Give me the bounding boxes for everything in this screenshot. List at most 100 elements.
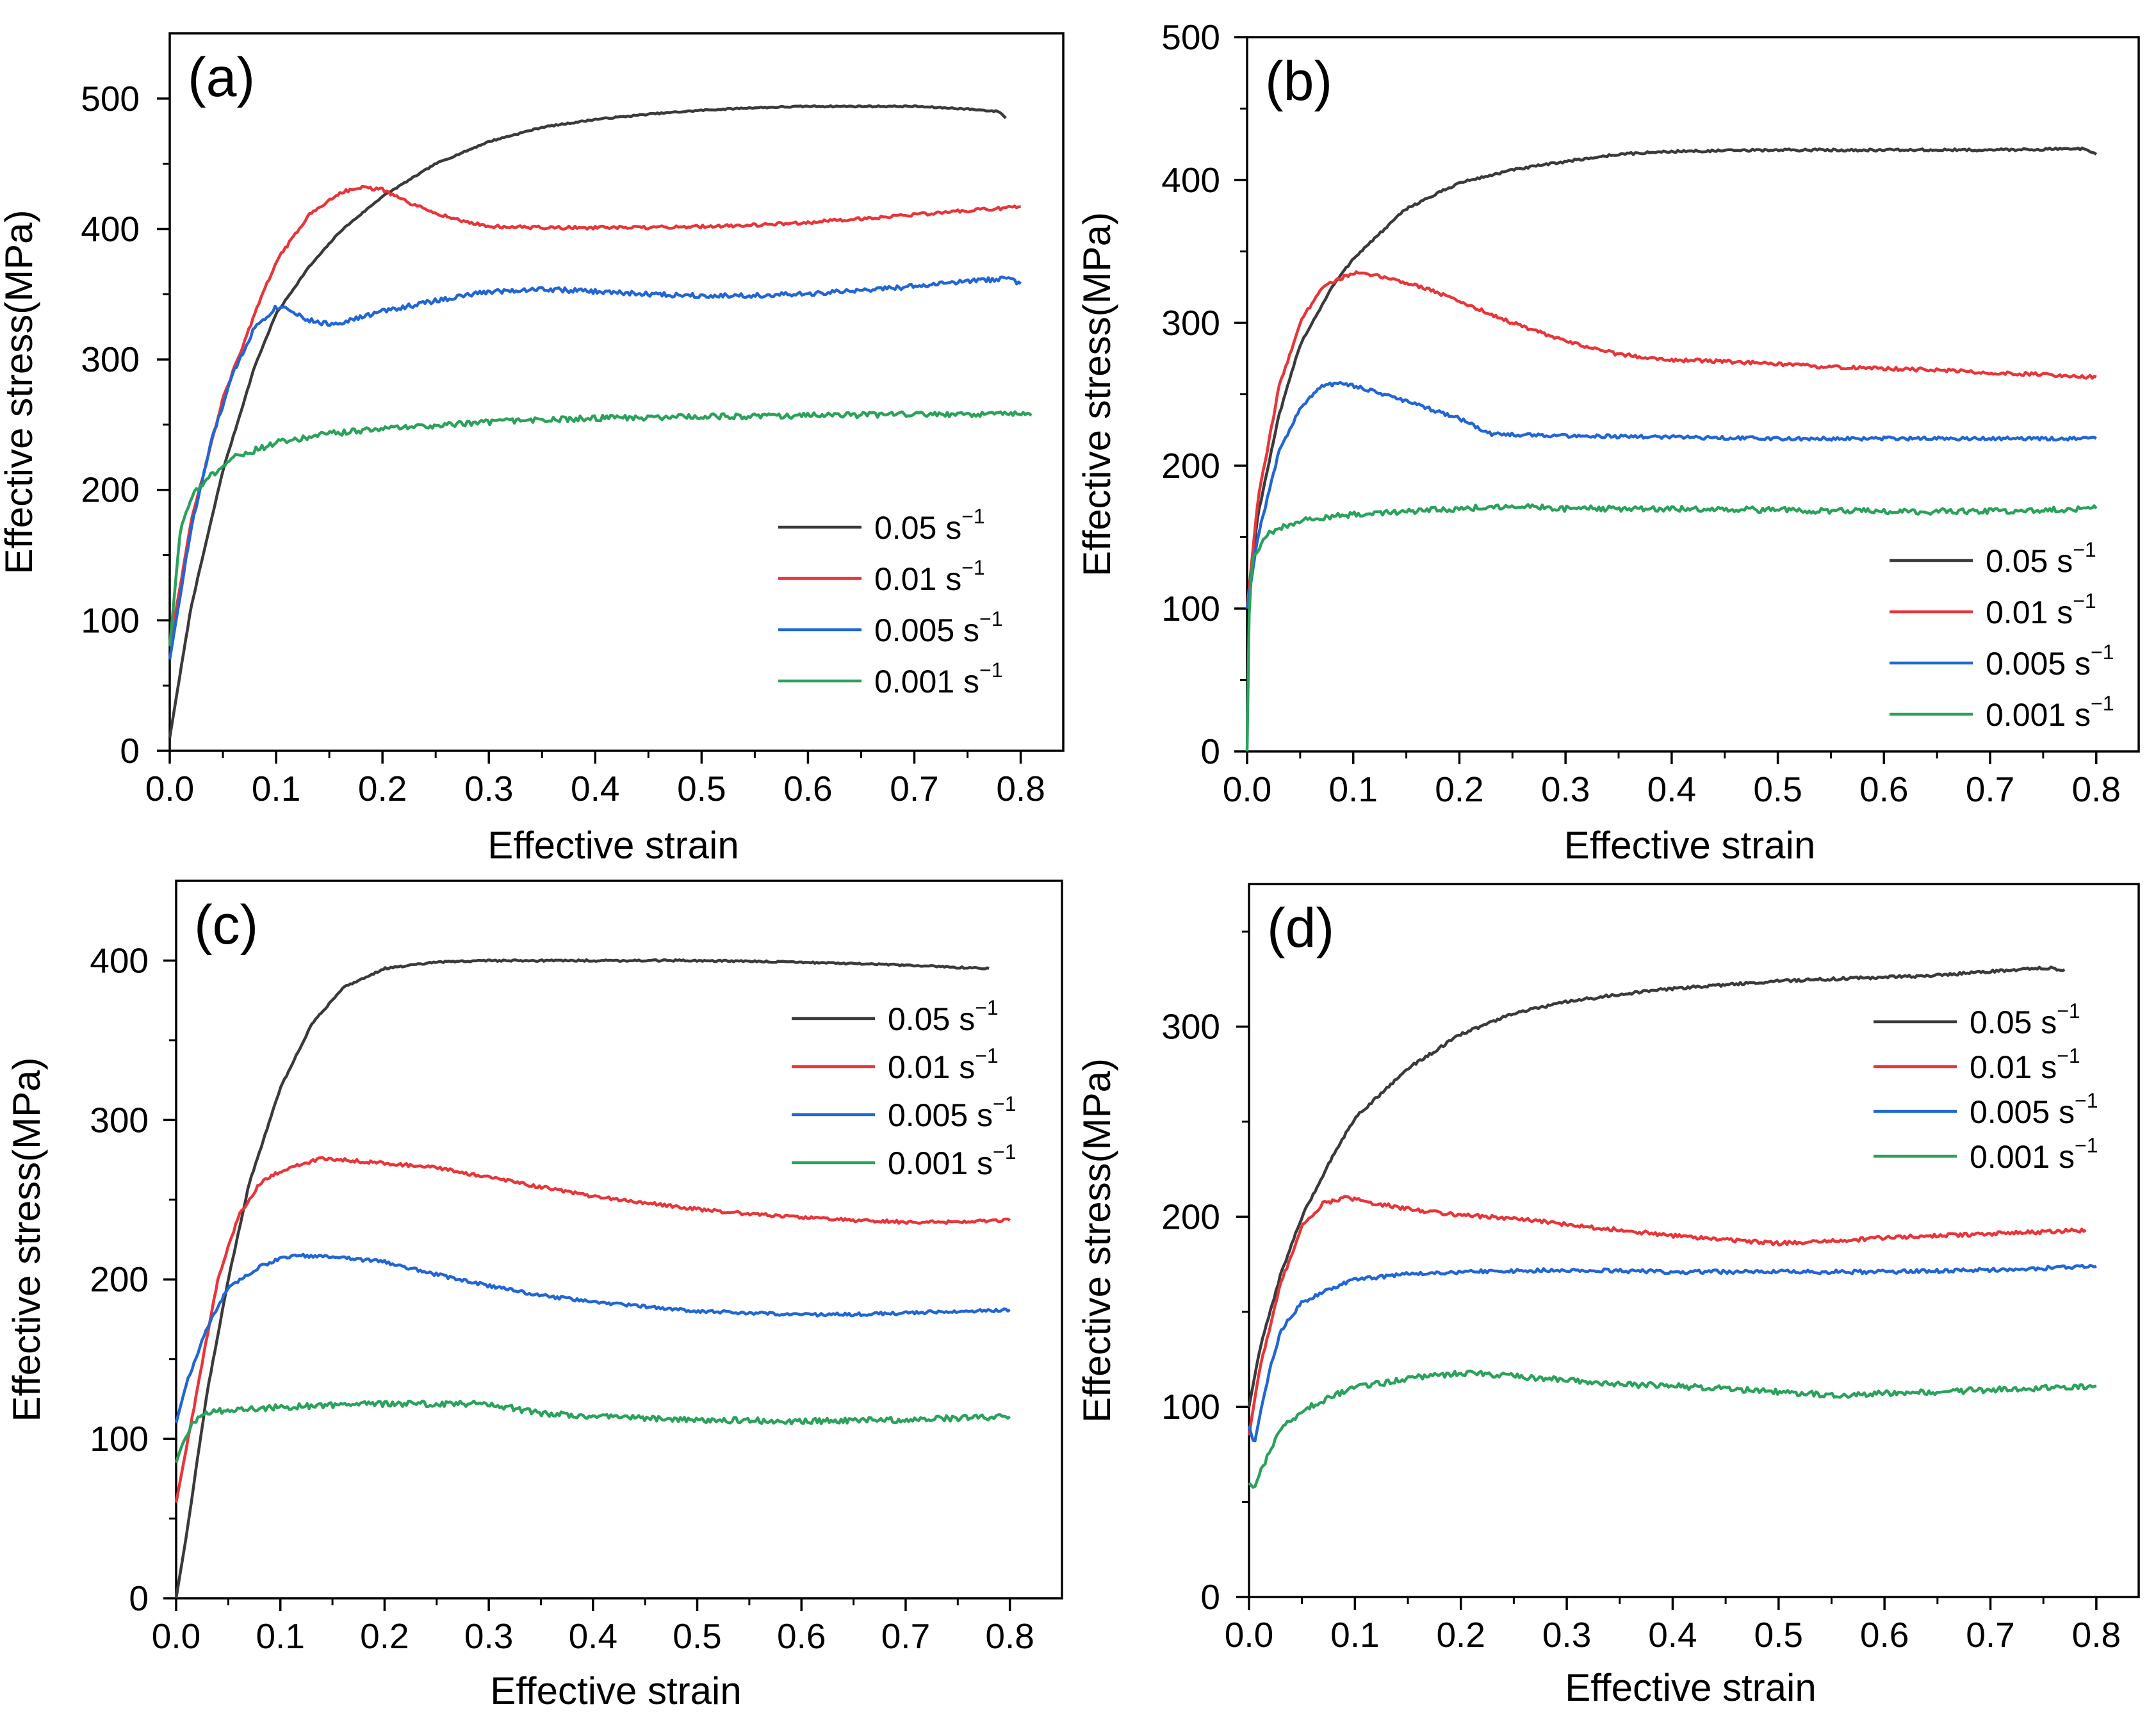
x-tick-label: 0.6 xyxy=(777,1616,826,1656)
panel-label: (c) xyxy=(194,894,258,956)
y-tick-label: 200 xyxy=(1161,446,1220,486)
legend-exponent: −1 xyxy=(961,505,984,528)
panel-label: (b) xyxy=(1265,51,1332,112)
legend-label: 0.005 s−1 xyxy=(1986,641,2114,682)
y-axis-title: Effective stress(MPa) xyxy=(5,1057,48,1421)
x-tick-label: 0.8 xyxy=(996,769,1045,808)
x-tick-label: 0.0 xyxy=(1225,1615,1273,1655)
x-tick-label: 0.8 xyxy=(2072,1615,2121,1655)
chart-panel-a: 0.0 0.1 0.2 0.3 0.4 0.5 0.6 0.7 0.8 0 100 200 300 400… xyxy=(0,32,1065,867)
legend-exponent: −1 xyxy=(993,1092,1016,1115)
legend-exponent: −1 xyxy=(993,1140,1016,1163)
chart-panel-b: 0.0 0.1 0.2 0.3 0.4 0.5 0.6 0.7 0.8 0 100 200 300 400… xyxy=(1075,17,2140,867)
legend-label: 0.05 s−1 xyxy=(874,505,985,546)
x-tick-label: 0.4 xyxy=(1647,769,1696,809)
x-tick-label: 0.4 xyxy=(1648,1615,1697,1655)
legend-label: 0.05 s−1 xyxy=(1970,999,2080,1040)
series-line xyxy=(168,104,1007,738)
x-tick-label: 0.5 xyxy=(677,769,726,808)
x-tick-label: 0.2 xyxy=(358,769,407,808)
x-tick-label: 0.0 xyxy=(1223,769,1271,809)
legend-exponent: −1 xyxy=(2073,538,2096,561)
series-line xyxy=(168,184,1021,647)
legend-label: 0.001 s−1 xyxy=(1986,692,2114,733)
legend-exponent: −1 xyxy=(961,556,984,579)
legend-exponent: −1 xyxy=(2091,692,2114,715)
x-tick-label: 0.4 xyxy=(571,769,619,808)
legend-label: 0.005 s−1 xyxy=(1970,1089,2098,1130)
panel-label: (a) xyxy=(188,47,255,108)
legend-label: 0.005 s−1 xyxy=(874,607,1003,648)
x-tick-label: 0.6 xyxy=(1859,769,1908,809)
legend-exponent: −1 xyxy=(2075,1089,2098,1112)
series-line xyxy=(1247,1195,2087,1436)
chart-panel-d: 0.0 0.1 0.2 0.3 0.4 0.5 0.6 0.7 0.8 0 100 200 300 Eff… xyxy=(1075,883,2140,1709)
x-tick-label: 0.4 xyxy=(569,1616,617,1656)
legend-exponent: −1 xyxy=(979,607,1002,630)
y-axis-title: Effective stress(MPa) xyxy=(0,209,40,574)
x-tick-label: 0.6 xyxy=(1860,1615,1909,1655)
x-axis-title: Effective strain xyxy=(1565,1666,1816,1709)
x-tick-label: 0.5 xyxy=(1754,1615,1803,1655)
y-tick-label: 200 xyxy=(90,1259,149,1299)
y-tick-label: 400 xyxy=(90,940,149,980)
y-tick-label: 300 xyxy=(1161,303,1220,343)
y-tick-label: 100 xyxy=(1161,589,1220,628)
legend-label: 0.01 s−1 xyxy=(874,556,985,597)
x-tick-label: 0.1 xyxy=(252,769,300,808)
x-tick-label: 0.3 xyxy=(1542,1615,1591,1655)
x-tick-label: 0.7 xyxy=(890,769,938,808)
legend-exponent: −1 xyxy=(2057,999,2080,1022)
legend-exponent: −1 xyxy=(979,659,1002,682)
series-line xyxy=(174,958,990,1599)
legend-exponent: −1 xyxy=(2057,1044,2080,1067)
y-tick-label: 100 xyxy=(1161,1387,1220,1427)
plot-frame xyxy=(1248,883,2140,1598)
series-line xyxy=(174,1252,1011,1423)
series-line xyxy=(1248,1369,2097,1489)
x-tick-label: 0.1 xyxy=(1330,1615,1379,1655)
series-line xyxy=(1247,1263,2097,1443)
x-axis-title: Effective strain xyxy=(490,1669,741,1712)
y-axis-title: Effective stress(MPa) xyxy=(1075,1058,1118,1423)
panel-label: (d) xyxy=(1267,897,1334,959)
series-line xyxy=(168,410,1033,647)
series-line xyxy=(1245,503,2098,752)
x-tick-label: 0.3 xyxy=(464,769,513,808)
y-tick-label: 300 xyxy=(90,1100,149,1140)
series-line xyxy=(1247,965,2066,1407)
x-tick-label: 0.7 xyxy=(1966,1615,2014,1655)
plot-frame xyxy=(168,32,1065,752)
x-tick-label: 0.1 xyxy=(256,1616,304,1656)
series-line xyxy=(174,1399,1011,1464)
y-tick-label: 300 xyxy=(1161,1007,1220,1047)
y-tick-label: 100 xyxy=(90,1419,149,1459)
y-tick-label: 500 xyxy=(1161,17,1220,57)
legend-exponent: −1 xyxy=(2091,641,2114,664)
chart-panel-c: 0.0 0.1 0.2 0.3 0.4 0.5 0.6 0.7 0.8 0 100 200 300 400… xyxy=(5,880,1063,1712)
x-tick-label: 0.0 xyxy=(152,1616,200,1656)
legend-label: 0.001 s−1 xyxy=(874,659,1003,700)
y-tick-label: 400 xyxy=(1161,160,1220,200)
x-axis-title: Effective strain xyxy=(487,824,739,867)
legend-exponent: −1 xyxy=(2073,589,2096,612)
x-tick-label: 0.6 xyxy=(783,769,832,808)
y-tick-label: 0 xyxy=(129,1578,149,1618)
x-tick-label: 0.1 xyxy=(1328,769,1377,809)
x-tick-label: 0.7 xyxy=(1966,769,2014,809)
x-tick-label: 0.3 xyxy=(464,1616,513,1656)
y-tick-label: 0 xyxy=(1200,1577,1220,1617)
series-line xyxy=(1245,381,2097,609)
legend-label: 0.05 s−1 xyxy=(888,996,999,1037)
y-tick-label: 100 xyxy=(81,600,140,640)
y-tick-label: 500 xyxy=(81,79,140,119)
x-tick-label: 0.2 xyxy=(360,1616,409,1656)
legend-label: 0.01 s−1 xyxy=(1970,1044,2080,1085)
x-axis-title: Effective strain xyxy=(1564,824,1815,867)
x-tick-label: 0.2 xyxy=(1435,769,1483,809)
x-tick-label: 0.8 xyxy=(985,1616,1034,1656)
y-tick-label: 400 xyxy=(81,209,140,249)
plot-frame xyxy=(175,880,1063,1600)
x-tick-label: 0.7 xyxy=(881,1616,930,1656)
